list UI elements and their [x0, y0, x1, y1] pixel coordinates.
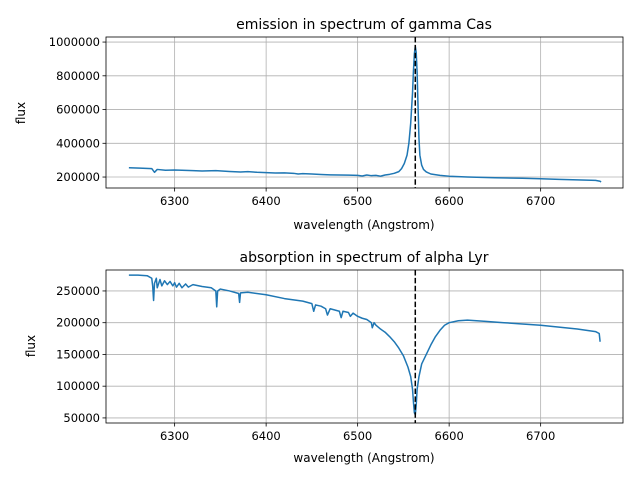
absorption-x-tick-label: 6600 [435, 429, 464, 443]
absorption-plot-area [128, 270, 601, 423]
absorption-x-tick-label: 6400 [251, 429, 280, 443]
emission-x-tick-label: 6400 [251, 194, 280, 208]
absorption-x-tick-label: 6700 [526, 429, 555, 443]
emission-x-axis-label: wavelength (Angstrom) [293, 218, 434, 232]
absorption-y-axis-label: flux [24, 335, 38, 357]
absorption-x-tick-label: 6300 [160, 429, 189, 443]
absorption-axes-frame [105, 269, 624, 424]
emission-spectrum-line [128, 45, 602, 183]
absorption-y-tick-label: 150000 [56, 347, 100, 361]
absorption-x-ticks: 6300 6400 6500 6600 6700 [160, 423, 555, 443]
emission-subplot: emission in spectrum of gamma Cas 6300 64… [14, 17, 624, 232]
absorption-y-tick-label: 50000 [63, 411, 100, 425]
absorption-subplot: absorption in spectrum of alpha Lyr 6300… [24, 250, 624, 465]
emission-y-axis-label: flux [14, 102, 28, 124]
emission-axes-frame [105, 36, 624, 189]
absorption-y-tick-label: 100000 [56, 379, 100, 393]
absorption-y-tick-label: 250000 [56, 284, 100, 298]
absorption-y-ticks: 50000 100000 150000 200000 250000 [56, 284, 106, 425]
absorption-x-axis-label: wavelength (Angstrom) [293, 451, 434, 465]
absorption-x-tick-label: 6500 [343, 429, 372, 443]
emission-y-tick-label: 200000 [56, 170, 100, 184]
emission-x-tick-label: 6500 [343, 194, 372, 208]
emission-chart-title: emission in spectrum of gamma Cas [236, 17, 492, 33]
emission-y-tick-label: 1000000 [49, 35, 100, 49]
emission-y-ticks: 200000 400000 600000 800000 1000000 [49, 35, 106, 184]
emission-y-tick-label: 400000 [56, 136, 100, 150]
emission-x-tick-label: 6600 [435, 194, 464, 208]
emission-y-tick-label: 800000 [56, 69, 100, 83]
emission-grid [106, 37, 623, 188]
emission-x-tick-label: 6300 [160, 194, 189, 208]
emission-x-ticks: 6300 6400 6500 6600 6700 [160, 188, 555, 208]
absorption-grid [106, 270, 623, 423]
emission-plot-area [128, 37, 602, 188]
absorption-chart-title: absorption in spectrum of alpha Lyr [240, 250, 489, 266]
absorption-y-tick-label: 200000 [56, 316, 100, 330]
absorption-spectrum-line [128, 274, 601, 416]
emission-y-tick-label: 600000 [56, 103, 100, 117]
emission-x-tick-label: 6700 [526, 194, 555, 208]
